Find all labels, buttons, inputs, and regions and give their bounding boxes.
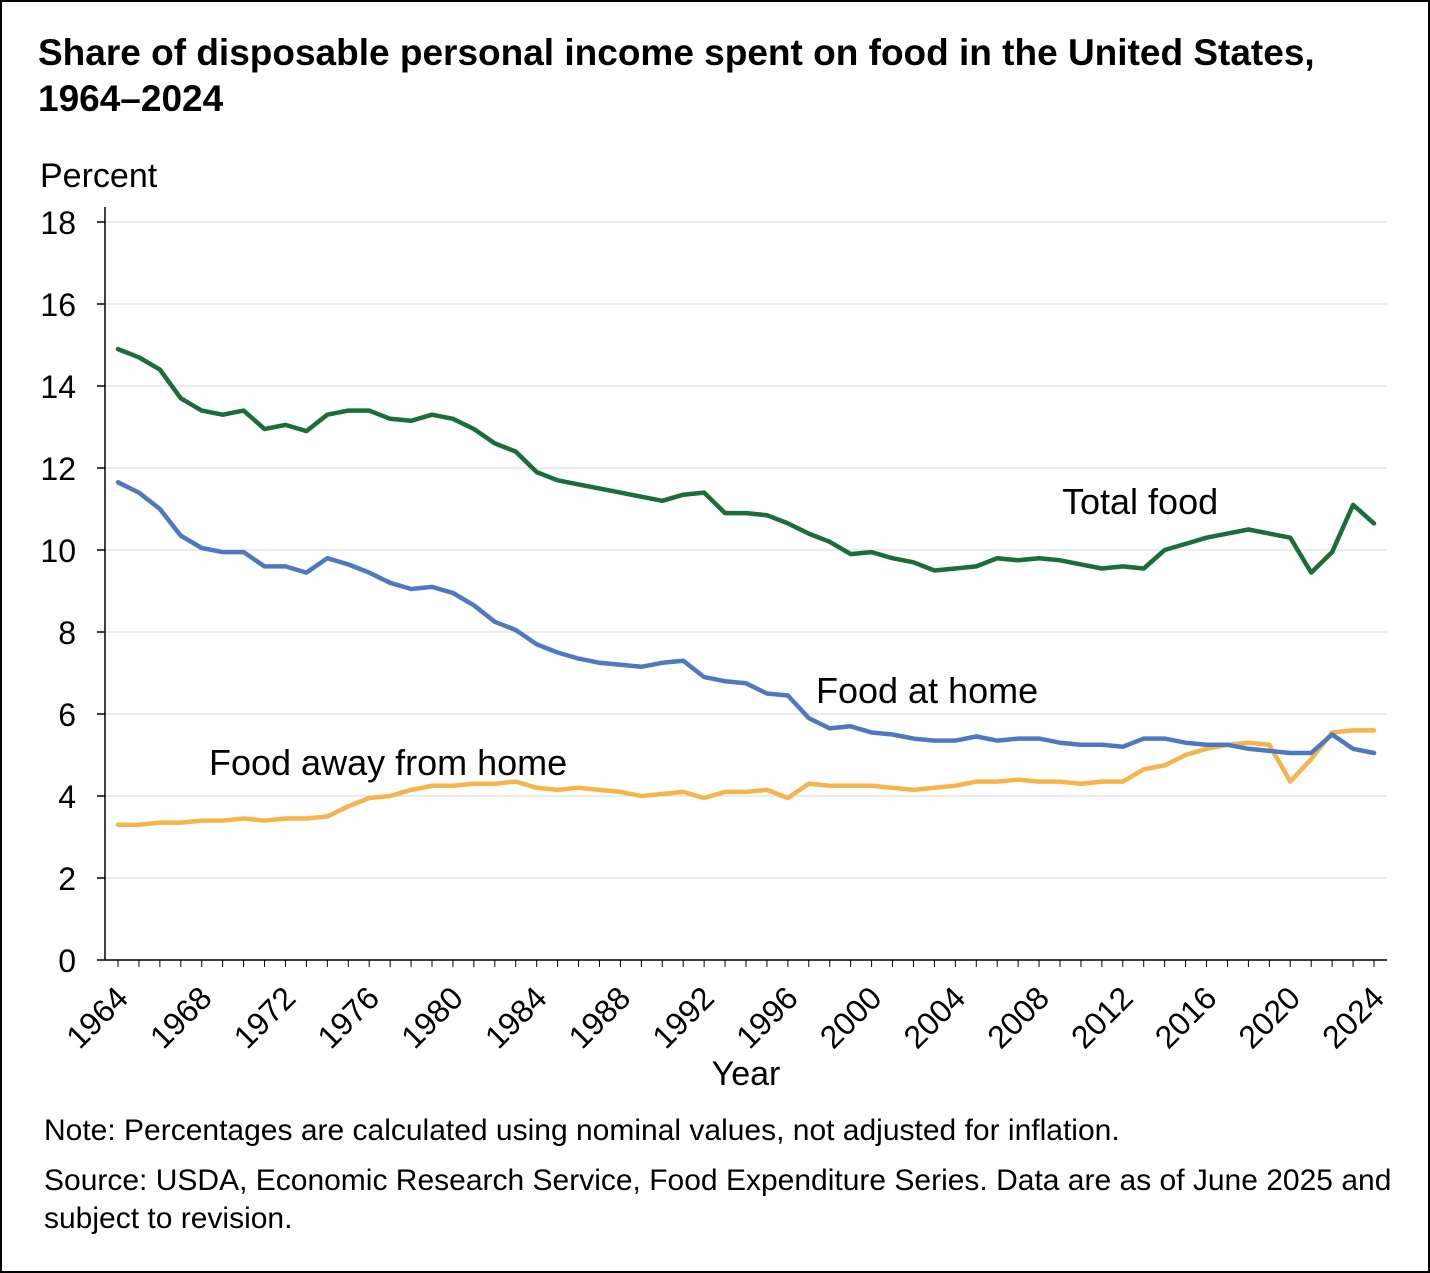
x-tick-label-1976: 1976: [310, 979, 386, 1055]
gridlines: [105, 221, 1387, 879]
series-label-away: Food away from home: [209, 742, 567, 783]
x-tick-label-2000: 2000: [813, 979, 889, 1055]
y-tick-label-12: 12: [40, 451, 76, 487]
series-lines: [115, 346, 1377, 827]
x-tick-label-1984: 1984: [478, 979, 554, 1055]
x-axis-label: Year: [712, 1055, 781, 1093]
y-tick-label-10: 10: [40, 533, 76, 569]
x-tick-label-1996: 1996: [729, 979, 805, 1055]
y-tick-label-16: 16: [40, 287, 76, 323]
series-label-total: Total food: [1062, 481, 1218, 522]
series-line-total: [115, 346, 1377, 575]
y-axis-label: Percent: [40, 157, 158, 195]
x-tick-label-1980: 1980: [394, 979, 470, 1055]
chart-title: Share of disposable personal income spen…: [38, 32, 1315, 119]
x-tick-label-2020: 2020: [1231, 979, 1307, 1055]
y-tick-label-18: 18: [40, 205, 76, 241]
x-tick-label-2024: 2024: [1315, 979, 1391, 1055]
y-tick-label-4: 4: [58, 779, 76, 815]
x-tick-label-2004: 2004: [896, 979, 972, 1055]
y-tick-label-8: 8: [58, 615, 76, 651]
x-tick-label-1972: 1972: [227, 979, 303, 1055]
chart-note: Note: Percentages are calculated using n…: [44, 1114, 1120, 1147]
series-line-home: [115, 480, 1377, 756]
x-tick-label-2016: 2016: [1148, 979, 1224, 1055]
x-tick-label-2012: 2012: [1064, 979, 1140, 1055]
x-tick-label-2008: 2008: [980, 979, 1056, 1055]
x-tick-label-1992: 1992: [645, 979, 721, 1055]
y-tick-label-14: 14: [40, 369, 76, 405]
y-tick-label-2: 2: [58, 861, 76, 897]
chart-source: Source: USDA, Economic Research Service,…: [44, 1164, 1392, 1235]
x-tick-label-1968: 1968: [143, 979, 219, 1055]
series-label-home: Food at home: [816, 670, 1038, 711]
x-tick-label-1988: 1988: [562, 979, 638, 1055]
series-labels: Total food Food at home Food away from hom…: [209, 481, 1218, 783]
y-tick-label-0: 0: [58, 943, 76, 979]
x-tick-label-1964: 1964: [59, 979, 135, 1055]
series-line-away: [115, 728, 1377, 827]
y-tick-label-6: 6: [58, 697, 76, 733]
